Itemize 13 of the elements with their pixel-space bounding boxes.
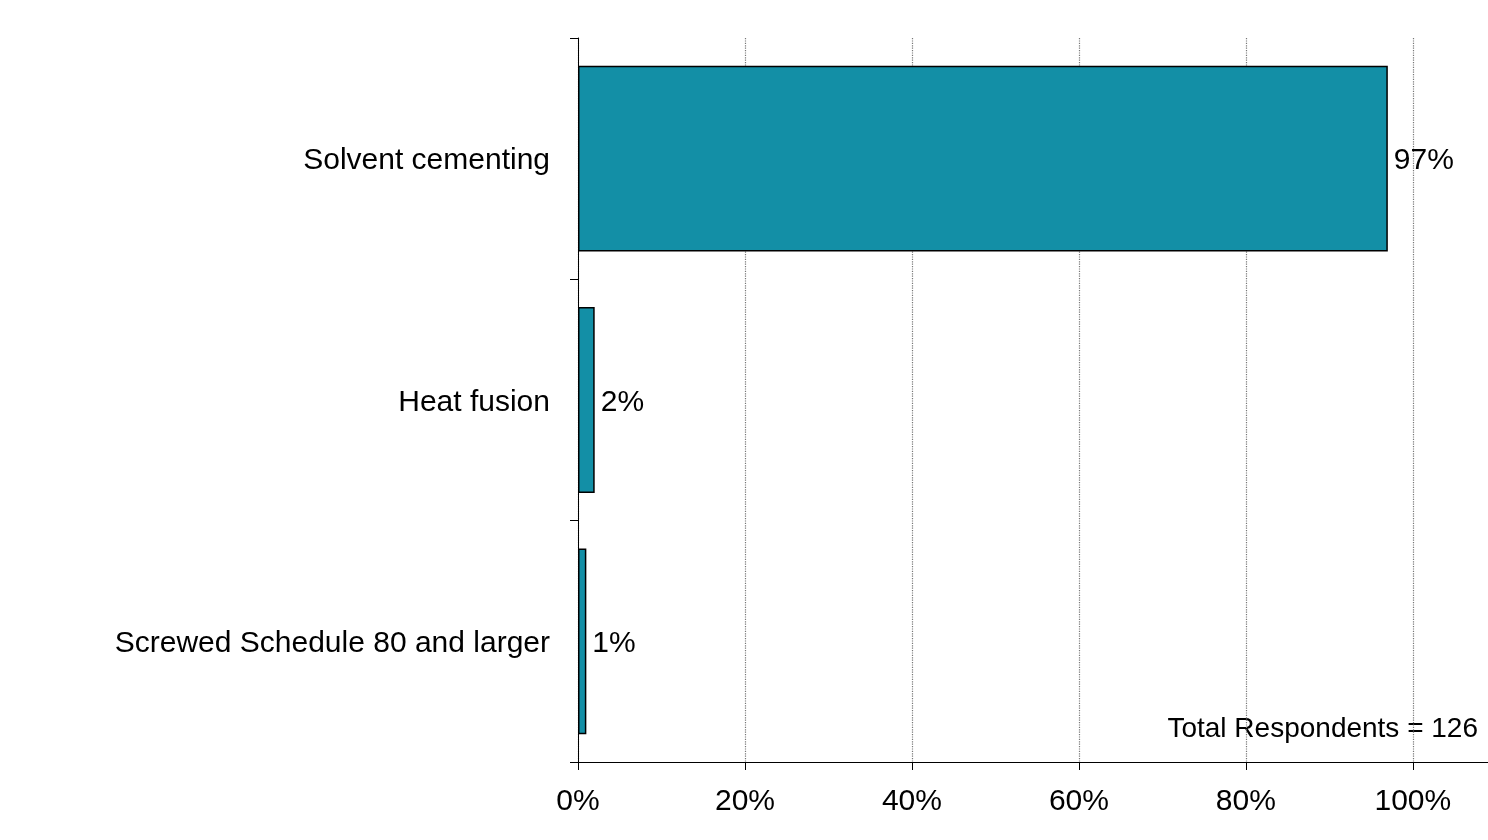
- x-tick-label: 60%: [1048, 782, 1109, 816]
- data-label: 1%: [592, 624, 636, 658]
- x-tick-label: 80%: [1215, 782, 1276, 816]
- data-label: 2%: [600, 383, 645, 417]
- x-tick-label: 100%: [1374, 782, 1452, 816]
- x-tick-label: 20%: [714, 782, 775, 816]
- x-tick-label: 40%: [881, 782, 942, 816]
- y-tick-label: Solvent cementing: [303, 142, 550, 176]
- y-tick-label: Screwed Schedule 80 and larger: [114, 624, 551, 658]
- data-label: 97%: [1393, 142, 1454, 176]
- y-tick-label: Heat fusion: [398, 383, 550, 417]
- x-tick-label: 0%: [556, 782, 600, 816]
- annotation: Total Respondents = 126: [1167, 711, 1479, 743]
